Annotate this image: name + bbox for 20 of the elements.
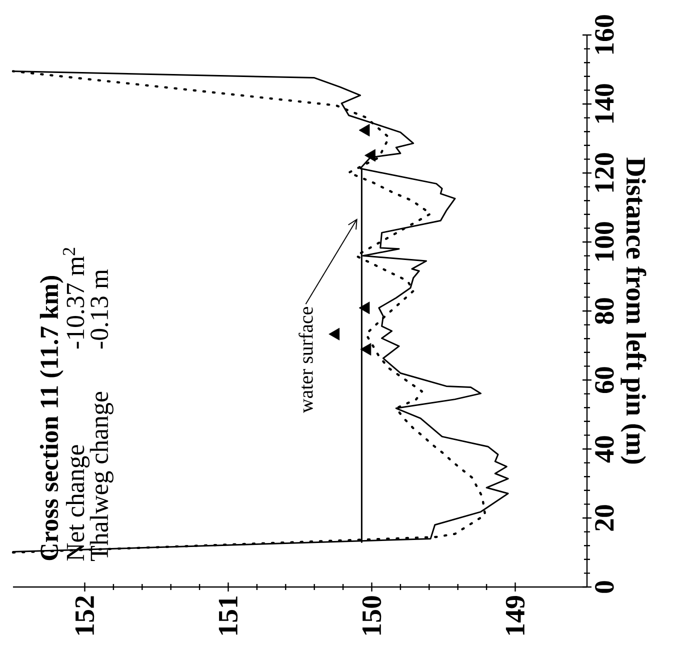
x-tick-label: 152	[75, 596, 94, 635]
y-tick-label: 80	[595, 298, 614, 324]
y-tick-label: 120	[595, 153, 614, 192]
y-tick-label: 40	[595, 436, 614, 463]
y-tick-label: 100	[595, 222, 614, 261]
y-tick-label: 60	[595, 367, 614, 393]
x-tick-label: 151	[218, 596, 238, 635]
annotation: Thalweg change	[90, 392, 114, 561]
y-tick-label: 140	[595, 84, 614, 123]
y-tick-label: 0	[595, 581, 614, 593]
x-tick-label: 150	[362, 596, 382, 635]
y-tick-label: 160	[595, 15, 614, 54]
y-tick-label: 20	[595, 505, 614, 531]
y-axis-title: Distance from left pin (m)	[620, 158, 646, 464]
annotation: water surface	[298, 306, 313, 414]
annotation: -10.37 m$^{2}$	[62, 248, 84, 349]
annotation: Cross section 11 (11.7 km)	[40, 276, 64, 560]
annotation: Net change	[66, 445, 90, 561]
x-tick-label: 149	[506, 596, 525, 635]
annotation: -0.13 m	[90, 269, 108, 349]
